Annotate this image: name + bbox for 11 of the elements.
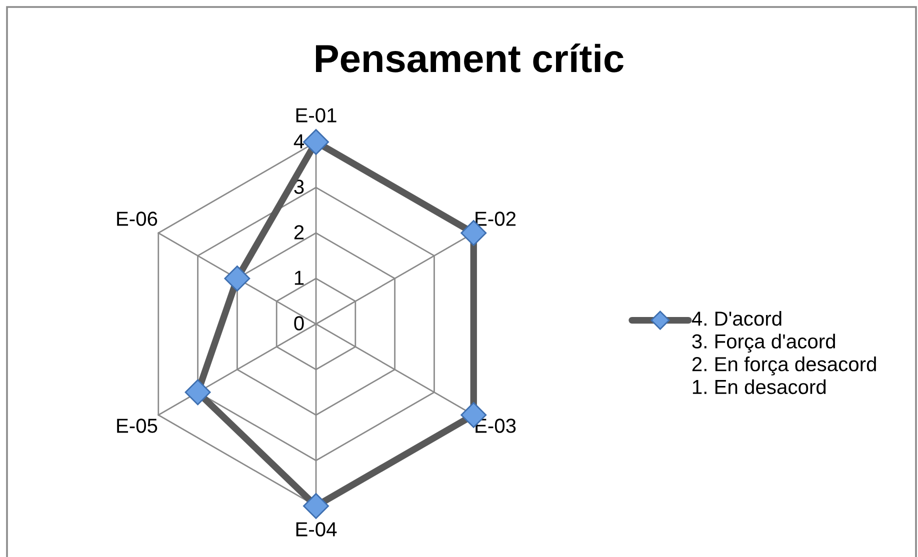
- y-tick-label: 4: [294, 134, 304, 148]
- spoke-label: E-06: [117, 212, 158, 226]
- chart-title: Pensament crític: [316, 43, 624, 72]
- spoke-label: E-01: [296, 108, 336, 122]
- y-tick-label: 1: [294, 270, 304, 285]
- y-tick-label: 0: [294, 316, 304, 330]
- spoke-label: E-04: [296, 522, 337, 536]
- spoke-label: E-05: [117, 418, 158, 433]
- spoke-label: E-02: [476, 212, 516, 226]
- legend-label: 4. D'acord 3. Força d'acord 2. En força desacord 1. En desacord: [692, 311, 876, 394]
- y-tick-label: 2: [294, 225, 304, 240]
